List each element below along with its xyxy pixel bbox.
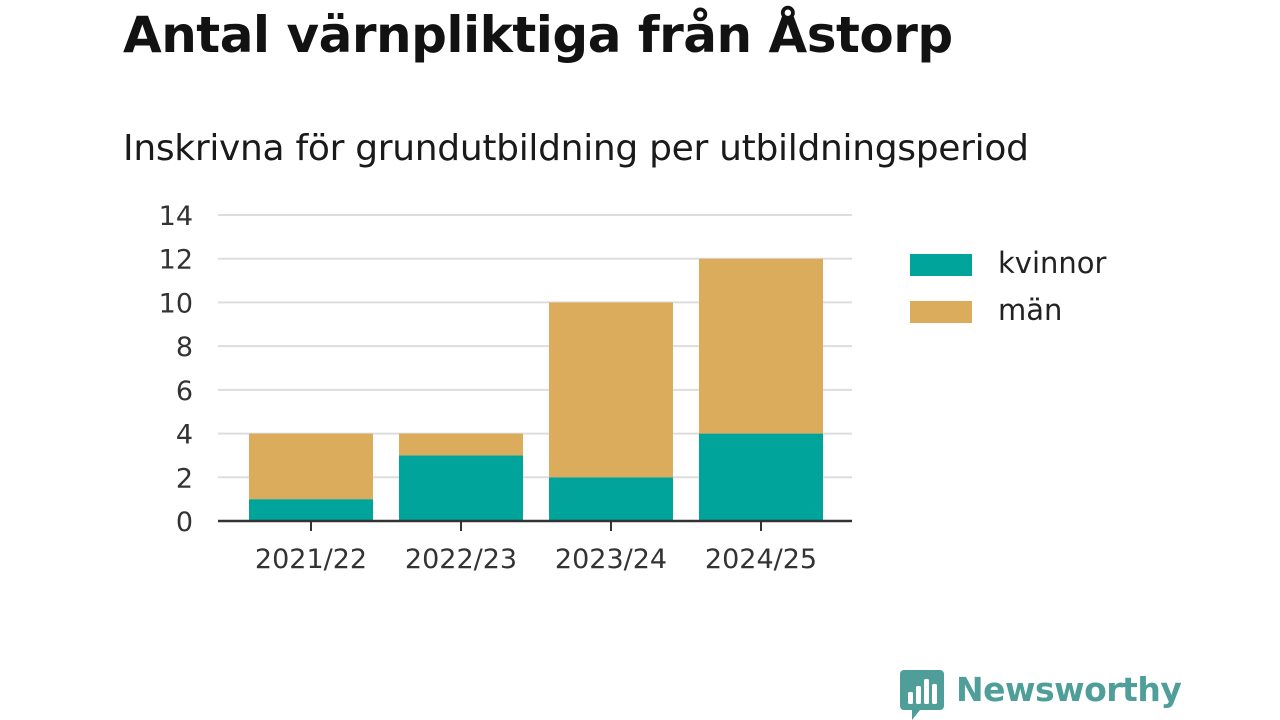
newsworthy-logo: Newsworthy	[900, 668, 1182, 720]
y-tick-label: 12	[159, 245, 193, 276]
brand-name: Newsworthy	[956, 670, 1182, 709]
legend-label-man: män	[998, 293, 1063, 327]
bars	[249, 258, 823, 521]
y-tick-label: 0	[176, 507, 193, 538]
bar-2023-24-series-0	[549, 477, 673, 521]
legend-swatch-kvinnor	[910, 254, 972, 276]
bar-2021-22-series-1	[249, 433, 373, 500]
legend-label-kvinnor: kvinnor	[998, 246, 1107, 280]
x-tick-label: 2024/25	[705, 544, 817, 575]
x-tick-label: 2023/24	[555, 544, 667, 575]
axes: 0 2 4 6 8 10 12 14 2021/22 2022/23 2023/24 2024/25	[159, 201, 852, 575]
y-tick-label: 10	[159, 288, 193, 319]
bar-2024-25-series-1	[699, 258, 823, 434]
chart-subtitle: Inskrivna för grundutbildning per utbild…	[123, 128, 1029, 169]
chart-title: Antal värnpliktiga från Åstorp	[123, 6, 953, 64]
legend-swatch-man	[910, 301, 972, 323]
newsworthy-bar-chart-icon	[900, 670, 944, 720]
bar-2022-23-series-0	[399, 455, 523, 521]
y-tick-label: 6	[176, 376, 193, 407]
bar-2024-25-series-0	[699, 433, 823, 521]
bar-2023-24-series-1	[549, 302, 673, 478]
bar-2021-22-series-0	[249, 499, 373, 521]
x-tick-label: 2022/23	[405, 544, 517, 575]
x-tick-label: 2021/22	[255, 544, 367, 575]
y-tick-label: 2	[176, 463, 193, 494]
y-tick-label: 8	[176, 332, 193, 363]
y-tick-label: 4	[176, 420, 193, 451]
bar-2022-23-series-1	[399, 433, 523, 456]
y-tick-label: 14	[159, 201, 193, 232]
